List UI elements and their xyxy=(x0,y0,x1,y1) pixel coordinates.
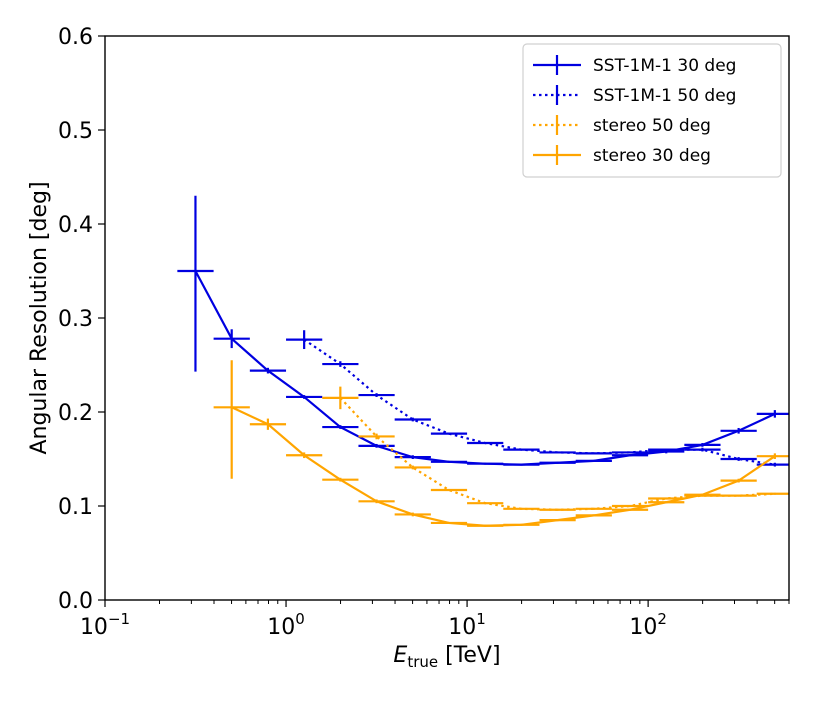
x-tick-base: 10 xyxy=(629,615,657,640)
series-line xyxy=(231,406,776,527)
x-tick-label: 102 xyxy=(629,610,667,640)
x-axis-label-rest: [TeV] xyxy=(438,643,500,668)
legend: SST-1M-1 30 deg SST-1M-1 50 deg stereo 50 … xyxy=(522,43,782,178)
legend-label: stereo 50 deg xyxy=(593,116,711,136)
x-tick-exponent: 2 xyxy=(657,610,667,628)
series-line xyxy=(303,338,776,466)
legend-label: stereo 30 deg xyxy=(593,146,711,166)
x-tick-base: 10 xyxy=(267,615,295,640)
plot-frame xyxy=(104,35,790,601)
x-tick-exponent: 1 xyxy=(476,610,486,628)
x-axis-label: Etrue [TeV] xyxy=(393,643,500,671)
x-tick-base: 10 xyxy=(80,615,108,640)
axis-ticks: 0.00.10.20.30.40.50.610−1 100 101 102 xyxy=(58,25,790,640)
y-axis-label: Angular Resolution [deg] xyxy=(27,181,52,454)
y-tick-label: 0.0 xyxy=(58,589,93,614)
y-tick-label: 0.4 xyxy=(58,213,93,238)
plot-area xyxy=(177,195,789,527)
y-tick-label: 0.5 xyxy=(58,119,93,144)
legend-box xyxy=(522,43,782,178)
x-tick-label: 100 xyxy=(267,610,305,640)
series-2 xyxy=(322,386,789,511)
series-3 xyxy=(213,360,789,527)
y-tick-label: 0.1 xyxy=(58,495,93,520)
series-1 xyxy=(286,330,789,467)
y-tick-label: 0.2 xyxy=(58,401,93,426)
legend-label: SST-1M-1 50 deg xyxy=(593,86,736,106)
x-tick-label: 101 xyxy=(448,610,486,640)
x-tick-exponent: −1 xyxy=(108,610,130,628)
y-tick-label: 0.6 xyxy=(58,25,93,50)
x-axis-label-main: E xyxy=(393,643,407,668)
x-tick-label: 10−1 xyxy=(80,610,130,640)
legend-label: SST-1M-1 30 deg xyxy=(593,56,736,76)
x-tick-base: 10 xyxy=(448,615,476,640)
x-axis-label-sub: true xyxy=(407,653,438,671)
y-tick-label: 0.3 xyxy=(58,307,93,332)
x-tick-exponent: 0 xyxy=(295,610,305,628)
